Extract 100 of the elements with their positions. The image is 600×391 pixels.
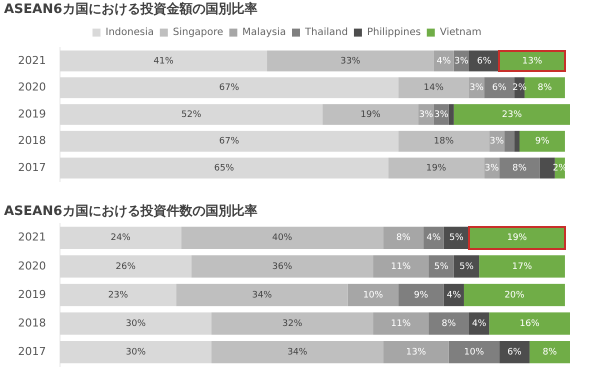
- data-label: 19%: [426, 163, 447, 174]
- data-label: 34%: [287, 347, 308, 358]
- data-label: 41%: [154, 56, 174, 66]
- data-label: 5%: [459, 262, 474, 272]
- bar: [60, 130, 398, 152]
- bar: [60, 340, 212, 364]
- data-label: 65%: [214, 163, 235, 174]
- data-label: 4%: [446, 290, 462, 300]
- y-tick-label: 2017: [18, 344, 46, 358]
- y-tick-label: 2018: [18, 134, 46, 148]
- bar: [322, 104, 419, 125]
- bar: [60, 50, 268, 72]
- legend-label: Vietnam: [440, 27, 482, 38]
- data-label: 19%: [360, 110, 381, 120]
- data-label: 6%: [507, 347, 522, 358]
- bar: [434, 50, 454, 72]
- data-label: 17%: [512, 262, 532, 272]
- data-label: 20%: [504, 290, 525, 300]
- data-label: 16%: [520, 318, 540, 329]
- bar: [520, 130, 565, 152]
- bar: [398, 77, 470, 98]
- data-label: 24%: [110, 233, 132, 244]
- data-label: 3%: [418, 110, 434, 120]
- legend-label: Singapore: [172, 27, 224, 38]
- bar: [373, 312, 429, 335]
- bar: [464, 284, 565, 306]
- bar: [489, 312, 570, 335]
- data-label: 10%: [363, 290, 384, 300]
- bar: [428, 312, 470, 335]
- data-label: 67%: [219, 136, 240, 147]
- bar: [499, 340, 530, 364]
- bar: [348, 284, 398, 306]
- data-label: 4%: [436, 56, 452, 66]
- bar: [398, 284, 444, 306]
- data-label: 13%: [406, 347, 426, 358]
- data-label: 9%: [414, 290, 429, 300]
- legend-label: Thailand: [304, 27, 348, 38]
- bar: [60, 158, 388, 178]
- data-label: 8%: [542, 347, 558, 358]
- bar: [60, 284, 176, 306]
- bar: [398, 130, 490, 152]
- bar: [530, 340, 570, 364]
- bar: [479, 255, 565, 278]
- data-label: 3%: [469, 83, 484, 94]
- bar: [267, 50, 434, 72]
- data-label: 67%: [219, 83, 240, 94]
- data-label: 6%: [477, 56, 492, 66]
- data-label: 3%: [490, 136, 504, 147]
- data-label: 8%: [538, 83, 552, 94]
- legend-label: Malaysia: [242, 27, 286, 38]
- bar: [388, 158, 484, 178]
- bar: [60, 255, 192, 278]
- data-label: 30%: [126, 347, 146, 358]
- data-label: 23%: [108, 290, 129, 300]
- data-label: 36%: [272, 262, 293, 272]
- data-label: 19%: [506, 233, 528, 244]
- legend-label: Philippines: [366, 27, 421, 38]
- y-tick-label: 2018: [18, 316, 46, 330]
- y-tick-label: 2021: [18, 54, 46, 67]
- data-label: 32%: [282, 318, 303, 329]
- data-label: 8%: [512, 163, 528, 174]
- bar: [60, 226, 182, 250]
- bar: [454, 104, 570, 125]
- data-label: 8%: [442, 318, 456, 329]
- data-label: 23%: [502, 110, 522, 120]
- data-label: 34%: [252, 290, 272, 300]
- data-label: 3%: [434, 110, 449, 120]
- data-label: 10%: [464, 347, 485, 358]
- data-label: 14%: [424, 83, 444, 94]
- data-label: 40%: [272, 233, 293, 244]
- y-tick-label: 2020: [18, 259, 46, 272]
- bar: [448, 104, 454, 125]
- bar: [60, 104, 323, 125]
- bar: [424, 226, 444, 250]
- bar: [383, 340, 449, 364]
- bar: [191, 255, 374, 278]
- data-label: 8%: [396, 233, 411, 244]
- bar: [540, 158, 555, 178]
- chart-title: ASEAN6カ国における投資金額の国別比率: [4, 1, 258, 18]
- data-label: 33%: [340, 56, 361, 66]
- bar: [373, 255, 429, 278]
- data-label: 11%: [390, 262, 412, 272]
- y-tick-label: 2021: [18, 230, 46, 244]
- data-label: 4%: [472, 318, 487, 329]
- data-label: 11%: [390, 318, 412, 329]
- data-label: 6%: [492, 83, 507, 94]
- data-label: 13%: [522, 56, 543, 66]
- y-tick-label: 2020: [18, 80, 46, 94]
- bar: [60, 77, 398, 98]
- bar: [499, 158, 540, 178]
- legend-label: Indonesia: [105, 27, 154, 38]
- bar: [524, 77, 565, 98]
- data-label: 18%: [434, 136, 454, 147]
- y-tick-label: 2017: [18, 160, 46, 174]
- data-label: 52%: [181, 110, 202, 120]
- bar: [428, 255, 454, 278]
- data-label: 3%: [484, 163, 500, 174]
- bar: [211, 312, 374, 335]
- y-tick-label: 2019: [18, 288, 46, 301]
- data-label: 26%: [116, 262, 136, 272]
